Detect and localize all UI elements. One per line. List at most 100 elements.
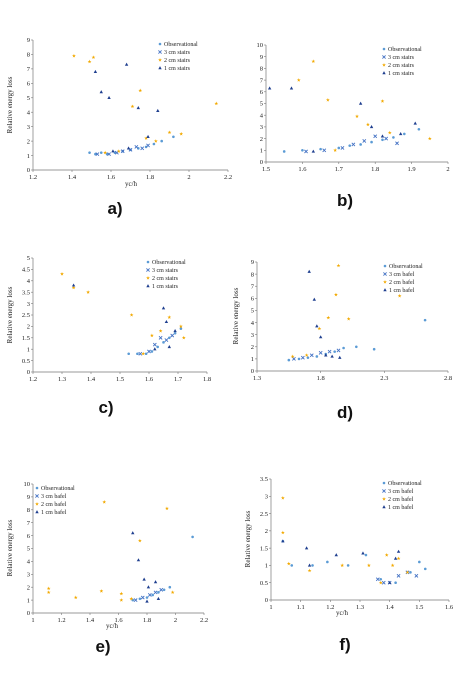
y-tick-label: 0 xyxy=(260,159,263,166)
data-point xyxy=(396,556,401,561)
y-tick-label: 5 xyxy=(260,101,263,108)
data-point xyxy=(165,506,169,511)
legend-label: Observational xyxy=(152,260,186,266)
legend-label: 1 cm stairs xyxy=(164,66,191,72)
y-tick-label: 8 xyxy=(260,66,263,73)
legend-marker xyxy=(158,58,162,62)
legend-label: 3 cm stairs xyxy=(164,50,191,56)
data-point xyxy=(164,338,169,342)
data-point xyxy=(342,346,345,350)
data-point xyxy=(340,146,345,150)
y-tick-label: 3 xyxy=(260,124,263,131)
y-tick-label: 2.5 xyxy=(260,511,268,518)
data-point xyxy=(387,580,392,584)
data-point xyxy=(103,150,108,155)
y-tick-label: 9 xyxy=(27,494,30,501)
y-tick-label: 9 xyxy=(27,37,30,44)
data-point xyxy=(287,358,291,362)
data-point xyxy=(152,342,157,347)
y-tick-label: 1 xyxy=(27,597,30,604)
data-point xyxy=(413,121,417,125)
data-point xyxy=(136,105,140,110)
legend-label: 1 cm bafel xyxy=(41,509,67,516)
data-point xyxy=(170,590,175,594)
data-point xyxy=(129,596,134,601)
data-point xyxy=(164,319,169,324)
y-tick-label: 0 xyxy=(251,368,254,375)
data-point xyxy=(105,152,109,156)
y-tick-label: 6 xyxy=(251,296,255,303)
legend-marker xyxy=(382,481,386,485)
data-point xyxy=(384,553,389,557)
data-point xyxy=(158,335,163,340)
data-point xyxy=(334,292,338,297)
y-axis-label: Relative energy loss xyxy=(6,76,14,133)
data-point xyxy=(307,568,312,573)
data-point xyxy=(179,324,183,329)
data-point xyxy=(336,348,341,353)
data-point xyxy=(333,350,336,353)
data-point xyxy=(392,136,395,139)
data-point xyxy=(107,152,111,157)
y-tick-label: 7 xyxy=(27,66,31,73)
legend-marker xyxy=(158,50,162,54)
panel-label: b) xyxy=(337,191,353,210)
data-point xyxy=(351,142,356,147)
legend-marker xyxy=(383,280,387,284)
data-point xyxy=(337,146,341,150)
legend-marker xyxy=(382,55,386,59)
data-point xyxy=(71,285,76,290)
data-point xyxy=(297,357,301,361)
y-tick-label: 5 xyxy=(27,255,30,262)
x-tick-label: 1.4 xyxy=(68,174,77,181)
data-point xyxy=(134,144,139,149)
x-tick-label: 1 xyxy=(31,617,34,624)
data-point xyxy=(147,593,152,597)
data-point xyxy=(292,356,296,361)
data-point xyxy=(381,138,384,142)
y-axis-label: Relative energy loss xyxy=(6,286,14,343)
x-tick-label: 2.8 xyxy=(444,375,452,382)
data-point xyxy=(322,148,327,153)
data-point xyxy=(119,591,124,596)
x-tick-label: 1.8 xyxy=(203,376,211,383)
data-point xyxy=(307,563,312,567)
x-tick-label: 1.5 xyxy=(116,376,124,383)
data-point xyxy=(138,597,142,601)
legend-marker xyxy=(35,510,39,514)
data-point xyxy=(91,55,96,59)
data-point xyxy=(282,150,286,153)
legend: Observational 3 cm stairs 2 cm stairs 1 cm … xyxy=(382,47,422,77)
data-point xyxy=(114,150,119,155)
data-point xyxy=(168,585,172,589)
chart-panel-6: 1 1.1 1.2 1.3 1.4 1.5 1.6 0 0.5 1 1.5 2 2.5 3 3.5 yc/h R… xyxy=(244,476,454,654)
data-point xyxy=(311,59,316,63)
data-point xyxy=(318,350,323,355)
x-tick-label: 1.8 xyxy=(371,166,379,173)
x-tick-label: 1.6 xyxy=(445,604,454,611)
data-point xyxy=(319,147,322,151)
data-point xyxy=(373,134,378,139)
legend-marker xyxy=(382,63,386,67)
legend-label: Observational xyxy=(388,47,422,53)
data-point xyxy=(153,590,158,595)
y-tick-label: 0 xyxy=(265,597,268,604)
data-point xyxy=(267,86,272,90)
data-point xyxy=(141,351,146,356)
y-tick-label: 1 xyxy=(27,153,30,160)
data-point xyxy=(325,97,330,102)
panel-label: f) xyxy=(339,635,350,654)
data-point xyxy=(333,148,338,152)
legend-marker xyxy=(35,486,39,490)
data-point xyxy=(390,563,395,568)
data-point xyxy=(60,271,64,276)
legend-label: 1 cm bafel xyxy=(388,504,414,511)
y-tick-label: 3.5 xyxy=(260,476,268,483)
legend-marker xyxy=(382,505,386,509)
legend: Observational 3 cm stairs 2 cm stairs 1 cm … xyxy=(158,42,198,72)
series-3 xyxy=(72,53,219,155)
data-point xyxy=(99,151,103,154)
data-point xyxy=(162,588,166,592)
y-tick-label: 8 xyxy=(251,271,254,278)
y-tick-label: 1 xyxy=(260,148,263,155)
